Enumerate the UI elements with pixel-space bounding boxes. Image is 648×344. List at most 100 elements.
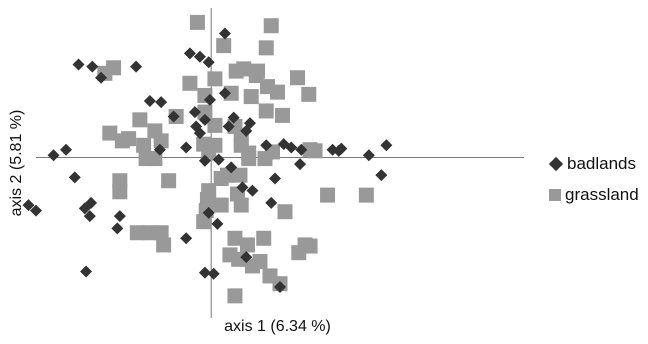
grassland-point: [249, 63, 265, 79]
badlands-point: [47, 149, 60, 162]
grassland-point: [252, 254, 268, 270]
badlands-point: [111, 222, 124, 235]
badlands-point: [83, 210, 96, 223]
grassland-point: [236, 61, 252, 77]
grassland-point: [258, 40, 274, 56]
badlands-point: [274, 281, 286, 293]
grassland-point: [136, 137, 152, 153]
grassland-point: [227, 118, 243, 134]
badlands-point: [236, 181, 249, 194]
badlands-point: [72, 58, 85, 71]
badlands-point: [295, 143, 308, 156]
badlands-point: [268, 172, 281, 185]
badlands-point: [155, 96, 168, 109]
badlands-point: [130, 60, 143, 73]
legend-label-badlands: badlands: [567, 154, 637, 173]
grassland-point: [129, 225, 145, 241]
grassland-point: [227, 230, 243, 246]
badlands-point: [212, 153, 225, 166]
grassland-point: [241, 151, 257, 167]
grassland-point: [161, 173, 177, 189]
grassland-point: [189, 14, 205, 30]
badlands-point: [362, 149, 375, 162]
badlands-point: [198, 266, 211, 279]
badlands-point: [30, 204, 42, 217]
badlands-point: [202, 56, 215, 69]
grassland-point: [207, 71, 223, 87]
badlands-point: [183, 47, 196, 60]
badlands-point: [198, 113, 211, 126]
grassland-point: [301, 86, 317, 102]
grassland-point: [147, 151, 163, 167]
badlands-point: [218, 27, 231, 40]
badlands-point: [260, 139, 273, 152]
badlands-point: [207, 267, 220, 280]
grassland-point: [102, 125, 118, 141]
badlands-point: [113, 210, 126, 223]
grassland-point: [223, 85, 239, 101]
grassland-point: [114, 133, 130, 149]
grassland-point: [197, 104, 213, 120]
badlands-point: [143, 95, 156, 107]
grassland-point: [320, 187, 336, 203]
grassland-point: [201, 183, 217, 199]
badlands-point: [335, 142, 348, 155]
badlands-point: [211, 217, 224, 230]
badlands-point: [180, 232, 193, 245]
badlands-point: [180, 141, 193, 154]
series-badlands: [22, 27, 393, 293]
grassland-point: [216, 38, 232, 54]
badlands-point: [78, 202, 91, 215]
badlands-point: [80, 265, 93, 278]
grassland-point: [153, 225, 169, 241]
badlands-point: [68, 171, 81, 184]
badlands-point: [246, 184, 259, 197]
badlands-point: [202, 206, 215, 219]
badlands-point: [86, 60, 99, 73]
badlands-point: [153, 143, 166, 156]
grassland-point: [112, 184, 128, 200]
y-axis-title: axis 2 (5.81 %): [8, 109, 25, 217]
grassland-point: [243, 89, 259, 105]
grassland-point: [233, 197, 249, 213]
grassland-point: [269, 84, 285, 100]
grassland-point: [358, 187, 374, 203]
badlands-point: [227, 111, 240, 124]
badlands-point: [60, 143, 73, 156]
square-icon: [549, 189, 561, 201]
grassland-point: [213, 197, 229, 213]
badlands-point: [265, 196, 278, 209]
grassland-point: [262, 268, 278, 284]
badlands-point: [198, 154, 211, 167]
badlands-point: [167, 110, 180, 123]
grassland-point: [196, 214, 212, 230]
grassland-point: [227, 288, 243, 304]
badlands-point: [375, 169, 388, 182]
grassland-point: [277, 204, 293, 220]
grassland-point: [156, 237, 172, 253]
grassland-point: [307, 143, 323, 159]
badlands-point: [193, 50, 206, 63]
badlands-point: [95, 71, 108, 84]
grassland-point: [275, 107, 291, 123]
grassland-point: [239, 237, 255, 253]
badlands-point: [218, 87, 231, 100]
badlands-point: [285, 141, 298, 154]
legend: badlands grassland: [548, 150, 639, 212]
legend-item-badlands: badlands: [548, 150, 639, 178]
grassland-point: [263, 18, 279, 34]
badlands-point: [243, 117, 256, 130]
badlands-point: [294, 158, 307, 171]
grassland-point: [232, 167, 248, 183]
badlands-point: [222, 120, 235, 133]
badlands-point: [225, 161, 238, 174]
badlands-point: [203, 93, 216, 106]
grassland-point: [213, 171, 229, 186]
series-grassland: [97, 14, 374, 304]
badlands-point: [193, 127, 206, 140]
grassland-point: [153, 133, 169, 149]
legend-item-grassland: grassland: [549, 181, 639, 209]
grassland-point: [258, 103, 274, 119]
badlands-point: [188, 106, 201, 119]
